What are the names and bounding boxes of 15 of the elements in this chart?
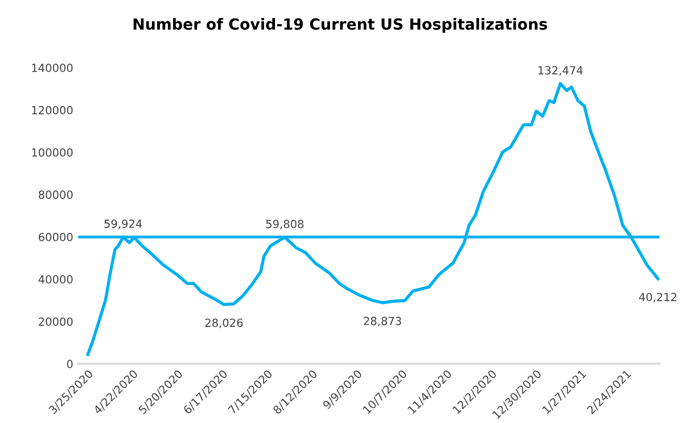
y-tick-label: 80000	[38, 190, 73, 199]
y-tick-label: 20000	[38, 317, 73, 326]
y-tick-label: 60000	[38, 232, 73, 242]
chart-title: Number of Covid-19 Current US Hospitalizations	[134, 18, 548, 33]
y-tick-label: 40000	[38, 275, 73, 284]
annotation: 28,026	[205, 318, 243, 328]
annotation: 132,474	[538, 66, 583, 76]
y-tick-label: 100000	[32, 148, 73, 157]
annotation: 40,212	[639, 292, 676, 302]
y-tick-label: 120000	[32, 106, 73, 114]
annotation: 59,808	[266, 220, 304, 230]
annotation: 28,873	[364, 316, 402, 326]
y-tick-label: 0	[67, 360, 73, 368]
annotation: 59,924	[104, 220, 142, 230]
y-tick-label: 140000	[32, 64, 73, 72]
